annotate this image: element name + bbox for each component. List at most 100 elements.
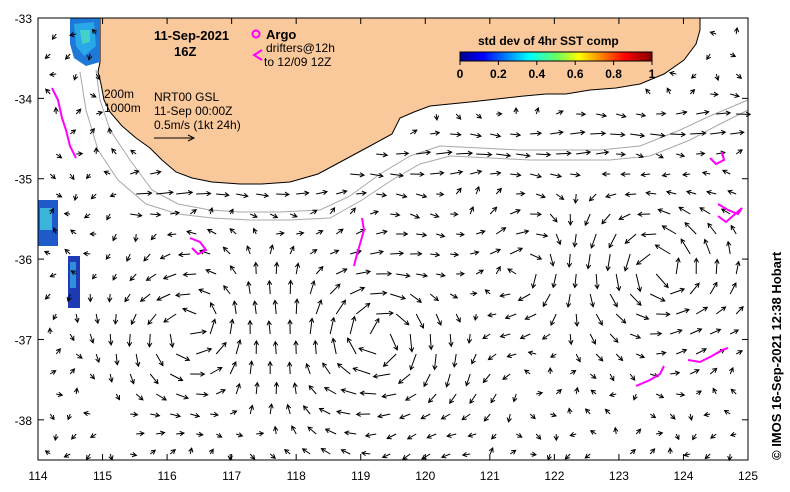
current-arrow <box>293 340 299 355</box>
current-arrow <box>370 210 379 216</box>
current-arrow <box>656 350 667 356</box>
colorbar-tick-label: 0.6 <box>567 67 584 81</box>
current-arrow <box>149 373 159 385</box>
current-arrow <box>291 425 297 435</box>
current-arrow <box>96 110 104 116</box>
current-arrow <box>396 150 410 157</box>
current-arrow <box>703 411 711 418</box>
current-arrow <box>680 238 691 255</box>
current-arrow <box>564 453 571 460</box>
current-arrow <box>114 353 120 366</box>
current-arrow <box>605 253 611 272</box>
current-arrow <box>555 388 562 395</box>
current-arrow <box>654 244 671 255</box>
current-arrow <box>67 413 72 421</box>
current-arrow <box>416 272 429 278</box>
current-arrow <box>555 193 565 201</box>
current-arrow <box>329 316 336 335</box>
current-arrow <box>661 172 671 178</box>
current-arrow <box>156 293 171 301</box>
current-arrow <box>723 409 731 415</box>
current-arrow <box>268 403 274 415</box>
current-arrow <box>396 231 409 237</box>
current-arrow <box>372 373 391 379</box>
current-arrow <box>235 338 242 355</box>
current-arrow <box>150 211 162 218</box>
current-arrow <box>450 211 459 217</box>
current-arrow <box>87 53 93 61</box>
current-arrow <box>707 222 717 235</box>
current-arrow <box>208 207 214 215</box>
current-arrow <box>135 393 144 401</box>
argo-label: Argo <box>266 27 296 42</box>
current-arrow <box>376 192 388 198</box>
current-arrow <box>43 250 51 256</box>
current-arrow <box>670 328 683 335</box>
current-arrow <box>689 88 696 95</box>
current-arrow <box>655 153 664 159</box>
current-arrow <box>136 190 153 196</box>
current-arrow <box>699 207 711 215</box>
current-arrow <box>166 231 177 238</box>
current-arrow <box>630 132 646 139</box>
current-arrow <box>601 171 611 177</box>
current-arrow <box>49 173 56 180</box>
current-arrow <box>49 272 57 278</box>
current-arrow <box>49 207 55 215</box>
current-arrow <box>714 73 720 82</box>
credit-text: © IMOS 16-Sep-2021 12:38 Hobart <box>769 251 784 460</box>
current-arrow <box>555 233 562 246</box>
current-arrow <box>169 373 184 382</box>
current-arrow <box>210 411 220 418</box>
current-arrow <box>649 448 656 455</box>
current-arrow <box>650 132 666 138</box>
current-arrow <box>108 373 114 383</box>
current-arrow <box>216 192 230 198</box>
current-arrow <box>73 387 80 395</box>
current-arrow <box>253 339 259 355</box>
current-arrow <box>323 387 337 395</box>
current-arrow <box>689 328 703 335</box>
current-arrow <box>296 190 310 196</box>
current-arrow <box>274 261 280 275</box>
current-arrow <box>430 213 440 219</box>
current-arrow <box>709 281 718 295</box>
current-arrow <box>635 353 646 359</box>
current-arrow <box>129 273 137 282</box>
current-arrow <box>655 273 669 289</box>
current-arrow <box>147 313 157 326</box>
current-arrow <box>89 433 97 438</box>
current-arrow <box>272 299 278 315</box>
current-arrow <box>727 189 737 195</box>
current-arrow <box>517 293 531 301</box>
current-arrow <box>499 333 511 339</box>
current-arrow <box>386 433 397 440</box>
current-arrow <box>716 110 732 116</box>
current-arrow <box>589 430 597 435</box>
current-arrow <box>637 211 651 217</box>
current-arrow <box>169 448 176 455</box>
colorbar-tick-label: 0.8 <box>605 67 622 81</box>
current-arrow <box>196 391 209 398</box>
current-arrow <box>229 318 235 335</box>
current-arrow <box>49 413 55 421</box>
current-arrow <box>516 152 531 159</box>
current-arrow <box>685 189 697 195</box>
current-arrow <box>409 293 423 303</box>
current-arrow <box>536 390 544 397</box>
current-arrow <box>377 413 391 419</box>
current-arrow <box>729 282 737 295</box>
current-arrow <box>159 253 171 260</box>
current-arrow <box>669 413 676 420</box>
current-arrow <box>55 192 63 198</box>
current-arrow <box>133 233 139 243</box>
current-arrow <box>246 280 252 295</box>
current-arrow <box>349 207 356 215</box>
y-tick-label: -34 <box>15 92 33 106</box>
current-arrow <box>150 233 157 241</box>
current-arrow <box>309 249 318 255</box>
current-arrow <box>615 353 624 362</box>
current-arrow <box>541 333 551 340</box>
current-arrow <box>410 171 425 177</box>
current-arrow <box>695 306 709 315</box>
